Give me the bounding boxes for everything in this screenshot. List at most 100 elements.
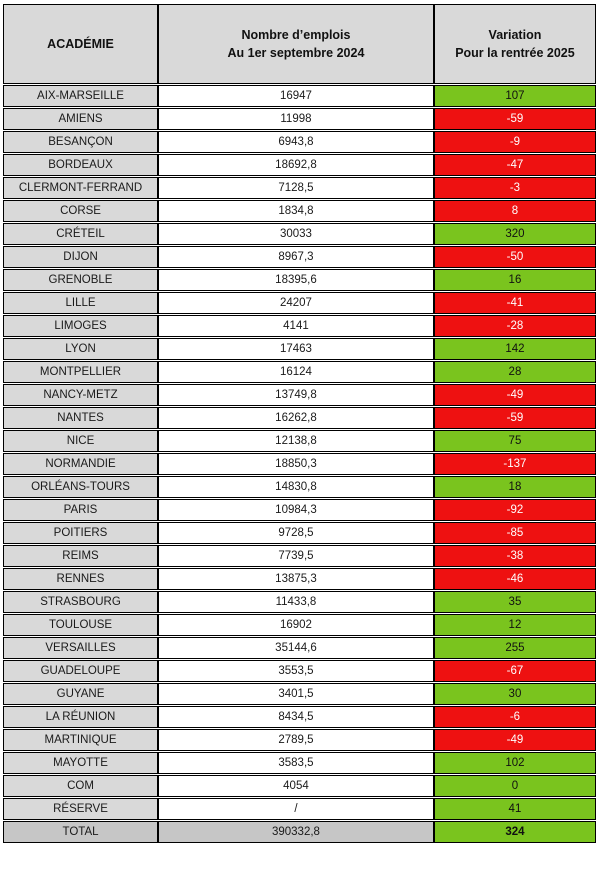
variation-cell: 30 <box>433 683 596 705</box>
academie-cell: RENNES <box>3 568 159 590</box>
academies-variation-table: ACADÉMIE Nombre d’emplois Au 1er septemb… <box>3 3 596 844</box>
emplois-cell: 4141 <box>158 315 434 337</box>
table-row: ORLÉANS-TOURS 14830,8 18 <box>3 476 596 498</box>
variation-cell: 102 <box>433 752 596 774</box>
academie-cell: TOULOUSE <box>3 614 159 636</box>
academie-cell: STRASBOURG <box>3 591 159 613</box>
header-variation-line1: Variation <box>488 27 542 42</box>
emplois-cell: 16124 <box>158 361 434 383</box>
emplois-cell: 11998 <box>158 108 434 130</box>
emplois-cell: 9728,5 <box>158 522 434 544</box>
header-academie: ACADÉMIE <box>3 4 159 84</box>
academie-cell: LYON <box>3 338 159 360</box>
variation-cell: 75 <box>433 430 596 452</box>
table-row: POITIERS 9728,5 -85 <box>3 522 596 544</box>
emplois-cell: 30033 <box>158 223 434 245</box>
emplois-cell: 3553,5 <box>158 660 434 682</box>
emplois-cell: 7128,5 <box>158 177 434 199</box>
variation-cell: 16 <box>433 269 596 291</box>
emplois-cell: 1834,8 <box>158 200 434 222</box>
table-body: AIX-MARSEILLE 16947 107 AMIENS 11998 -59 BESAN… <box>3 85 596 820</box>
variation-cell: 142 <box>433 338 596 360</box>
variation-cell: 107 <box>433 85 596 107</box>
table-row: PARIS 10984,3 -92 <box>3 499 596 521</box>
table-row: NORMANDIE 18850,3 -137 <box>3 453 596 475</box>
emplois-cell: 17463 <box>158 338 434 360</box>
variation-cell: -38 <box>433 545 596 567</box>
table-row: RÉSERVE/41 <box>3 798 596 820</box>
table-row: GUYANE 3401,5 30 <box>3 683 596 705</box>
variation-cell: 8 <box>433 200 596 222</box>
academie-cell: REIMS <box>3 545 159 567</box>
academie-cell: NORMANDIE <box>3 453 159 475</box>
table-header: ACADÉMIE Nombre d’emplois Au 1er septemb… <box>3 4 596 84</box>
header-emplois-line2: Au 1er septembre 2024 <box>227 46 365 60</box>
variation-cell: -67 <box>433 660 596 682</box>
emplois-cell: 11433,8 <box>158 591 434 613</box>
variation-cell: -9 <box>433 131 596 153</box>
variation-cell: 255 <box>433 637 596 659</box>
academie-cell: BORDEAUX <box>3 154 159 176</box>
variation-cell: 28 <box>433 361 596 383</box>
variation-cell: 12 <box>433 614 596 636</box>
emplois-cell: 14830,8 <box>158 476 434 498</box>
emplois-cell: 18692,8 <box>158 154 434 176</box>
academie-cell: GRENOBLE <box>3 269 159 291</box>
emplois-cell: 35144,6 <box>158 637 434 659</box>
variation-cell: -3 <box>433 177 596 199</box>
table-row: NANCY-METZ 13749,8 -49 <box>3 384 596 406</box>
emplois-cell: 8967,3 <box>158 246 434 268</box>
variation-cell: -137 <box>433 453 596 475</box>
variation-cell: -49 <box>433 729 596 751</box>
emplois-cell: 18395,6 <box>158 269 434 291</box>
table-row: CRÉTEIL 30033 320 <box>3 223 596 245</box>
table-row: DIJON 8967,3 -50 <box>3 246 596 268</box>
table-row: RENNES 13875,3 -46 <box>3 568 596 590</box>
table-row: MARTINIQUE 2789,5 -49 <box>3 729 596 751</box>
header-emplois: Nombre d’emplois Au 1er septembre 2024 <box>158 4 434 84</box>
emplois-cell: 13749,8 <box>158 384 434 406</box>
academie-cell: DIJON <box>3 246 159 268</box>
academie-cell: POITIERS <box>3 522 159 544</box>
emplois-cell: 24207 <box>158 292 434 314</box>
table-footer: TOTAL 390332,8 324 <box>3 821 596 843</box>
table-row: CORSE 1834,8 8 <box>3 200 596 222</box>
variation-cell: -59 <box>433 108 596 130</box>
table-row: CLERMONT-FERRAND 7128,5 -3 <box>3 177 596 199</box>
academie-cell: NANTES <box>3 407 159 429</box>
academie-cell: MONTPELLIER <box>3 361 159 383</box>
table-row: LIMOGES 4141 -28 <box>3 315 596 337</box>
academie-cell: NICE <box>3 430 159 452</box>
emplois-cell: 13875,3 <box>158 568 434 590</box>
academie-cell: CRÉTEIL <box>3 223 159 245</box>
emplois-cell: 12138,8 <box>158 430 434 452</box>
table-row: LYON 17463 142 <box>3 338 596 360</box>
academie-cell: RÉSERVE <box>3 798 159 820</box>
academie-cell: LILLE <box>3 292 159 314</box>
variation-cell: -46 <box>433 568 596 590</box>
total-row: TOTAL 390332,8 324 <box>3 821 596 843</box>
total-variation-cell: 324 <box>433 821 596 843</box>
emplois-cell: 16947 <box>158 85 434 107</box>
total-label-cell: TOTAL <box>3 821 159 843</box>
variation-cell: -47 <box>433 154 596 176</box>
variation-cell: -6 <box>433 706 596 728</box>
table-row: REIMS 7739,5 -38 <box>3 545 596 567</box>
header-variation: Variation Pour la rentrée 2025 <box>433 4 596 84</box>
table-row: AMIENS 11998 -59 <box>3 108 596 130</box>
variation-cell: 18 <box>433 476 596 498</box>
academie-cell: ORLÉANS-TOURS <box>3 476 159 498</box>
emplois-cell: 10984,3 <box>158 499 434 521</box>
variation-cell: 320 <box>433 223 596 245</box>
emplois-cell: 7739,5 <box>158 545 434 567</box>
table-row: COM 4054 0 <box>3 775 596 797</box>
table-row: MONTPELLIER 16124 28 <box>3 361 596 383</box>
header-academie-label: ACADÉMIE <box>47 36 114 51</box>
emplois-cell: 2789,5 <box>158 729 434 751</box>
table-row: GUADELOUPE 3553,5 -67 <box>3 660 596 682</box>
academie-cell: CLERMONT-FERRAND <box>3 177 159 199</box>
table-row: LA RÉUNION 8434,5 -6 <box>3 706 596 728</box>
header-variation-line2: Pour la rentrée 2025 <box>455 46 575 60</box>
table-row: BESANÇON 6943,8 -9 <box>3 131 596 153</box>
academie-cell: GUYANE <box>3 683 159 705</box>
